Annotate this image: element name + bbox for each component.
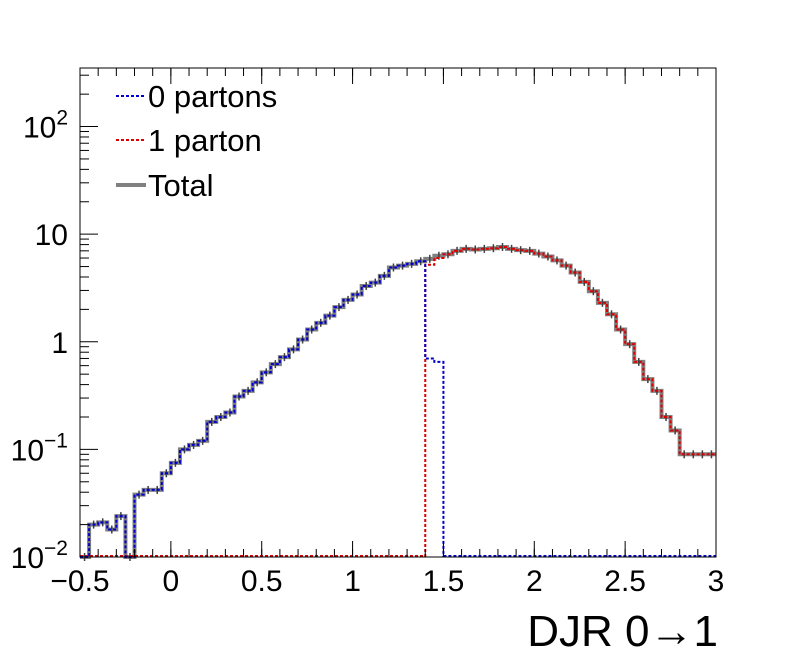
y-tick-exponent: −1	[44, 429, 68, 452]
x-axis-label: DJR 0→1	[527, 607, 718, 656]
series-layer	[80, 242, 716, 561]
y-tick-base: 1	[51, 327, 68, 360]
y-tick-base: 10	[23, 112, 56, 145]
y-tick-base: 10	[35, 219, 68, 252]
x-tick-label: 2	[526, 565, 543, 598]
x-tick-label: 2.5	[604, 565, 646, 598]
x-tick-label: 0	[163, 565, 180, 598]
legend-label: Total	[148, 168, 213, 203]
x-tick-label: 1.5	[423, 565, 465, 598]
x-tick-label: 0.5	[241, 565, 283, 598]
legend-label: 1 parton	[148, 123, 262, 158]
series-1-parton-line	[424, 245, 716, 557]
y-tick-exponent: −2	[44, 537, 68, 560]
y-tick-label: 10−2	[11, 537, 68, 575]
y-tick-label: 10−1	[11, 429, 68, 467]
x-tick-label: 3	[708, 565, 725, 598]
y-tick-exponent: 2	[56, 107, 68, 130]
x-tick-label: −0.5	[50, 565, 109, 598]
y-tick-label: 102	[23, 107, 68, 145]
series-0-partons-line	[80, 260, 445, 558]
legend: 0 partons 1 parton Total	[116, 79, 277, 203]
x-tick-label: 1	[344, 565, 361, 598]
plot-frame	[79, 67, 717, 558]
y-tick-base: 10	[11, 542, 44, 575]
y-tick-base: 10	[11, 434, 44, 467]
legend-label: 0 partons	[148, 79, 277, 114]
y-tick-label: 10	[35, 219, 68, 252]
series-total-line	[80, 244, 716, 559]
y-tick-label: 1	[51, 327, 68, 360]
